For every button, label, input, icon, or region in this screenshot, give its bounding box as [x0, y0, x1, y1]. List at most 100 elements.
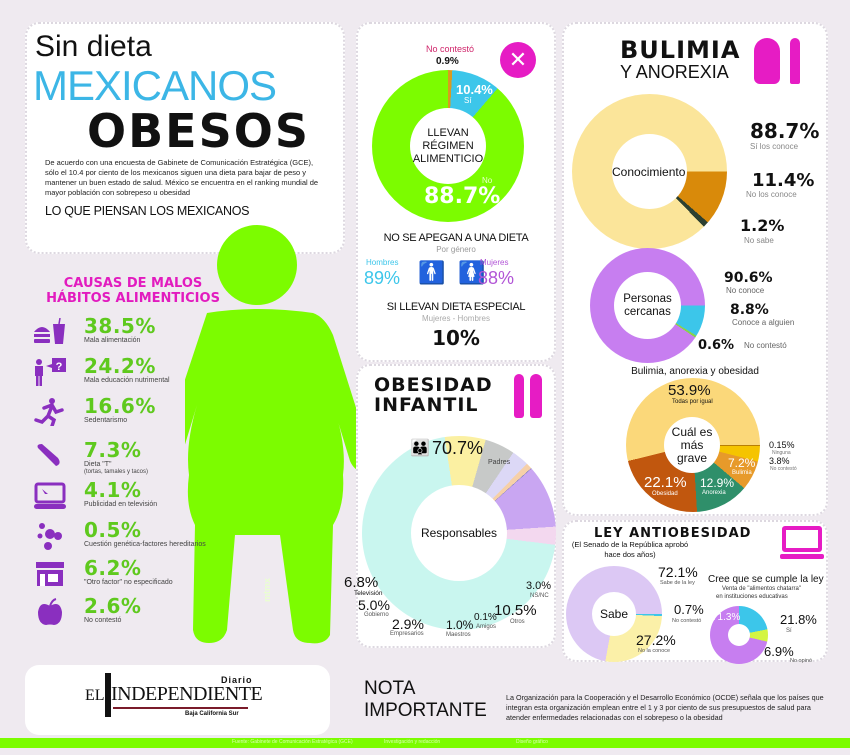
no-value: 88.7%	[424, 184, 501, 209]
title-line1: Sin dieta	[35, 30, 152, 63]
cumple-hole	[728, 624, 750, 646]
cause-label: Sedentarismo	[84, 417, 128, 424]
cause-value: 24.2%	[84, 354, 156, 378]
no-contesto-label: No contestó	[426, 44, 475, 54]
svg-text:?: ?	[56, 361, 63, 373]
cumple-no-value: 71.3%	[712, 612, 741, 623]
intro-text: De acuerdo con una encuesta de Gabinete …	[45, 158, 319, 197]
nocontesto-grave-label: No contestó	[770, 466, 797, 472]
title-line2: MEXICANOS	[33, 62, 277, 109]
noconoce-label: No los conoce	[746, 190, 797, 199]
obese-woman-icon	[754, 38, 780, 84]
cause-value: 4.1%	[84, 478, 142, 502]
cause-value: 7.3%	[84, 438, 142, 462]
especial-title: SI LLEVAN DIETA ESPECIAL	[386, 301, 526, 313]
sabe-label: Sabe de la ley	[660, 580, 695, 586]
cause-value: 2.6%	[84, 594, 142, 618]
fork-knife-icon: ✕	[500, 42, 536, 78]
mujeres-value: 88%	[478, 268, 515, 288]
cercanas-nocontesto-label: No contestó	[744, 341, 787, 350]
cumple-noopino-value: 6.9%	[764, 644, 794, 659]
header-card: Sin dieta MEXICANOS OBESOS De acuerdo co…	[25, 22, 345, 254]
cause-row: ? 24.2% Mala educación nutrimental	[32, 354, 232, 392]
nota-text: La Organización para la Cooperación y el…	[506, 693, 824, 722]
logo-region: Baja California Sur	[185, 711, 239, 717]
nosabe-label: No sabe	[744, 236, 774, 245]
grave-title: Bulimia, anorexia y obesidad	[631, 366, 759, 377]
logo-el: EL	[85, 687, 105, 704]
no-contesto-value: 0.9%	[436, 56, 459, 67]
obesidad-label: Obesidad	[652, 491, 678, 497]
empresarios-label: Empresarios	[390, 631, 424, 637]
bulimia-label: Bulimia	[732, 470, 752, 476]
ninguna-label: Ninguna	[772, 450, 791, 456]
taco-icon	[37, 444, 60, 466]
especial-subtitle: Mujeres - Hombres	[421, 314, 490, 323]
padres-value: 70.7%	[432, 438, 484, 458]
gobierno-label: Gobierno	[364, 612, 389, 618]
noconoce-value: 11.4%	[752, 170, 815, 191]
apegan-title: NO SE APEGAN A UNA DIETA	[383, 232, 529, 244]
monitor-base-icon	[780, 554, 824, 559]
subtitle: LO QUE PIENSAN LOS MEXICANOS	[45, 204, 250, 218]
mujeres-label: Mujeres	[480, 258, 509, 267]
responsables-center: Responsables	[411, 485, 507, 581]
cause-sublabel: (tortas, tamales y tacos)	[84, 469, 149, 475]
tv-value: 6.8%	[344, 574, 379, 591]
nocontesto-grave-value: 3.8%	[769, 456, 790, 466]
anorexia-label: Anorexia	[702, 490, 726, 496]
family-icon: 👪	[410, 440, 430, 457]
cause-row: 6.2% "Otro factor" no especificado	[32, 556, 232, 594]
cumple-si-value: 21.8%	[780, 612, 817, 627]
gobierno-value: 5.0%	[358, 597, 390, 613]
nosabe-value: 1.2%	[740, 216, 785, 235]
hombres-label: Hombres	[366, 258, 399, 267]
cumple-noopino-label: No opinó	[790, 658, 813, 664]
logo-diario: Diario	[221, 675, 253, 685]
si-value: 10.4%	[456, 82, 493, 97]
otros-value: 10.5%	[494, 602, 537, 619]
bulimia-value: 7.2%	[728, 456, 756, 470]
empresarios-value: 2.9%	[392, 616, 424, 632]
otros-label: Otros	[510, 619, 525, 625]
cause-value: 0.5%	[84, 518, 142, 542]
footer-credit-1: Fuente: Gabinete de Comunicación Estraté…	[232, 739, 353, 745]
cercanas-noconoce-value: 90.6%	[724, 270, 773, 286]
cercanas-center: Personas cercanas	[614, 272, 681, 339]
logo-card: EL Diario INDEPENDIENTE Baja California …	[25, 665, 330, 735]
obesidad-value: 22.1%	[644, 474, 687, 491]
nsnc-value: 3.0%	[526, 580, 552, 592]
cercanas-nocontesto-value: 0.6%	[698, 338, 735, 353]
cumple-title: Cree que se cumple la ley	[708, 574, 824, 585]
monitor-icon	[782, 526, 822, 552]
cause-label: No contestó	[84, 617, 122, 624]
cause-value: 38.5%	[84, 314, 156, 338]
cause-label: Mala educación nutrimental	[84, 377, 170, 384]
todas-label: Todas por igual	[672, 399, 713, 405]
ley-subtitle: (El Senado de la República aprobó hace d…	[571, 540, 689, 559]
person-question-icon: ?	[35, 358, 66, 386]
footer-credit-3: Diseño gráfico	[516, 739, 548, 745]
cumple-subtitle1: Venta de "alimentos chatarra"	[722, 586, 801, 592]
cause-row: 0.5% Cuestión genética-factores heredita…	[32, 518, 232, 556]
hombres-value: 89%	[364, 268, 401, 288]
cercanas-noconoce-label: No conoce	[726, 286, 765, 295]
si-label: Sí	[464, 96, 472, 105]
cercanas-conoce-label: Conoce a alguien	[732, 318, 795, 327]
runner-icon	[34, 398, 64, 426]
nota-title1: NOTA	[364, 678, 416, 699]
angel-icon	[105, 673, 111, 717]
infantil-title1: OBESIDAD	[374, 374, 493, 396]
cause-row: 7.3% Dieta "T" (tortas, tamales y tacos)	[32, 438, 232, 476]
anorexia-value: 12.9%	[700, 476, 735, 490]
sabe-nocontesto-label: No contestó	[672, 618, 702, 624]
logo-rule	[113, 707, 248, 709]
conoce-label: Sí los conoce	[750, 142, 799, 151]
cause-row: 4.1% Publicidad en televisión	[32, 478, 232, 516]
tv-icon	[34, 482, 66, 509]
no-label: No	[482, 176, 493, 185]
nota-title2: IMPORTANTE	[364, 700, 487, 721]
cumple-si-label: Sí	[786, 628, 792, 634]
cause-label: Dieta "T"	[84, 461, 112, 468]
todas-value: 53.9%	[668, 382, 711, 399]
